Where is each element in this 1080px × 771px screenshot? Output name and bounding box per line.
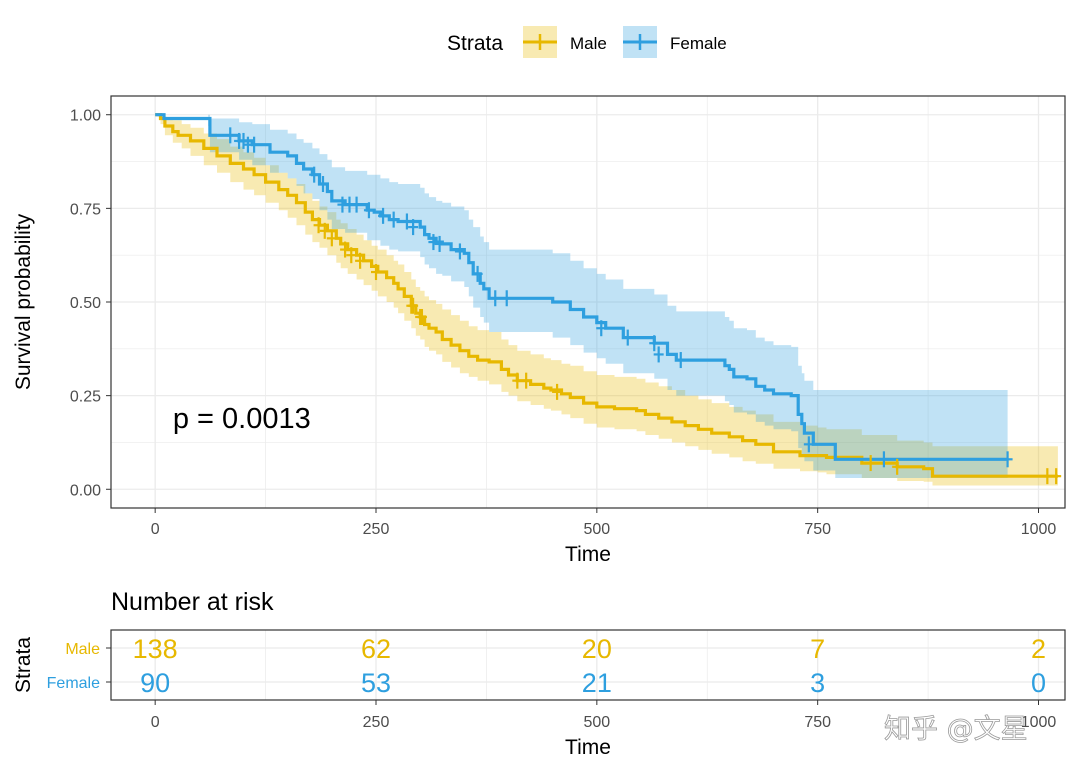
censor-mark-female [649, 335, 660, 352]
risk-value-male: 20 [582, 634, 612, 664]
survival-x-tick-label: 500 [583, 521, 610, 538]
censor-mark-male [512, 372, 523, 389]
survival-x-tick-label: 750 [804, 521, 831, 538]
risk-strata-label-female: Female [47, 675, 100, 692]
censor-mark-male [340, 241, 351, 258]
censor-mark-male [865, 455, 876, 472]
censor-mark-male [521, 372, 532, 389]
risk-x-tick-label: 1000 [1021, 714, 1057, 731]
risk-y-axis-title: Strata [12, 637, 35, 693]
risk-value-female: 90 [140, 668, 170, 698]
survival-x-axis: 0 250 500 750 1000 [151, 508, 1057, 538]
survival-x-tick-label: 1000 [1021, 521, 1057, 538]
censor-mark-male [408, 297, 419, 314]
risk-panel-frame [110, 629, 1066, 701]
survival-y-axis: 0.00 0.25 0.50 0.75 1.00 [70, 108, 111, 499]
legend-label-female: Female [670, 34, 727, 53]
legend-label-male: Male [570, 34, 607, 53]
censor-mark-female [434, 235, 445, 252]
censor-mark-female [388, 211, 399, 228]
censor-mark-female [454, 243, 465, 260]
censor-mark-female [378, 207, 389, 224]
censor-mark-female [653, 346, 664, 363]
survival-curves [155, 113, 1058, 478]
legend-title: Strata [447, 32, 503, 55]
censor-mark-male [1042, 468, 1053, 485]
risk-value-female: 0 [1031, 668, 1046, 698]
risk-x-axis-title: Time [565, 736, 611, 759]
risk-table: Number at risk 138 62 20 7 2 90 53 21 3 0 0 250 500… [12, 588, 1066, 759]
risk-x-tick-label: 250 [363, 714, 390, 731]
risk-value-male: 62 [361, 634, 391, 664]
survival-plot: 0 250 500 750 1000 0.00 0.25 0.50 0.75 1.00 p = … [12, 95, 1066, 566]
censor-mark-male [371, 264, 381, 281]
legend: Strata Male Female [447, 26, 727, 58]
censor-mark-female [1002, 451, 1013, 468]
censor-mark-male [552, 383, 563, 400]
censor-mark-female [318, 176, 328, 193]
censor-mark-male [892, 458, 903, 475]
censor-mark-female [428, 234, 439, 251]
censor-mark-female [401, 213, 412, 230]
survival-curve-male [155, 113, 1058, 478]
censor-mark-male [1051, 468, 1062, 485]
survival-y-tick-label: 0.50 [70, 295, 101, 312]
risk-x-tick-label: 0 [151, 714, 160, 731]
risk-panel-bg [111, 630, 1065, 700]
risk-values: 138 62 20 7 2 90 53 21 3 0 [133, 634, 1046, 698]
censor-mark-female [249, 136, 260, 153]
risk-x-axis: 0 250 500 750 1000 [151, 700, 1057, 731]
survival-curve-female [155, 113, 1008, 461]
censor-mark-female [878, 451, 889, 468]
censor-mark-female [622, 329, 633, 346]
survival-grid [111, 96, 1065, 508]
risk-value-female: 3 [810, 668, 825, 698]
censor-mark-female [675, 352, 686, 369]
legend-item-male: Male [523, 26, 607, 58]
censor-mark-female [351, 196, 362, 213]
survival-y-tick-label: 0.75 [70, 201, 101, 218]
p-value-annotation: p = 0.0013 [173, 403, 311, 435]
survival-x-tick-label: 250 [363, 521, 390, 538]
risk-x-tick-label: 500 [583, 714, 610, 731]
legend-item-female: Female [623, 26, 727, 58]
censor-mark-female [596, 320, 607, 337]
censor-mark-female [501, 290, 512, 307]
survival-y-tick-label: 1.00 [70, 108, 101, 125]
risk-value-male: 7 [810, 634, 825, 664]
censor-mark-female [408, 219, 419, 236]
survival-x-axis-title: Time [565, 543, 611, 566]
risk-grid [111, 630, 1065, 700]
censor-mark-male [346, 247, 357, 264]
survival-y-axis-title: Survival probability [12, 213, 35, 390]
survival-y-tick-label: 0.00 [70, 482, 101, 499]
risk-strata-label-male: Male [65, 641, 100, 658]
censor-mark-male [319, 222, 330, 239]
censor-mark-female [472, 265, 483, 282]
censor-mark-female [309, 166, 320, 183]
risk-x-tick-label: 750 [804, 714, 831, 731]
risk-value-female: 53 [361, 668, 391, 698]
risk-value-male: 138 [133, 634, 178, 664]
watermark: 知乎 @文星 [884, 714, 1028, 745]
censor-mark-male [313, 217, 324, 234]
censor-mark-female [490, 290, 501, 307]
censor-mark-male [355, 252, 366, 269]
risk-strata-labels: Male Female [47, 641, 111, 692]
censor-mark-male [326, 230, 337, 247]
risk-value-male: 2 [1031, 634, 1046, 664]
censor-mark-male [416, 308, 427, 325]
censor-mark-female [225, 127, 236, 144]
censor-mark-female [803, 436, 814, 453]
risk-value-female: 21 [582, 668, 612, 698]
survival-censor-marks [225, 127, 1062, 485]
survival-x-tick-label: 0 [151, 521, 160, 538]
risk-table-title: Number at risk [111, 588, 274, 616]
ci-band-male [155, 114, 1058, 486]
survival-y-tick-label: 0.25 [70, 389, 101, 406]
censor-mark-female [363, 202, 374, 219]
